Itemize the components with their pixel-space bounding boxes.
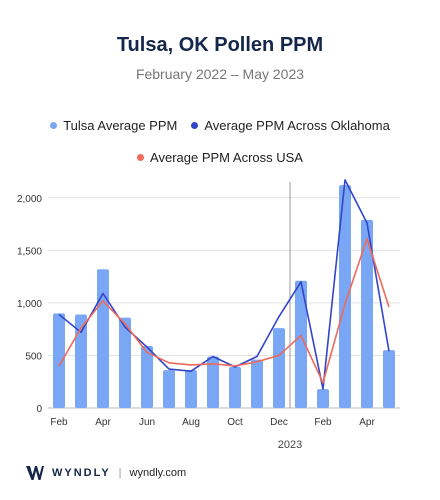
- series-line: [58, 179, 390, 390]
- y-tick-label: 1,500: [17, 246, 42, 257]
- legend-label-usa: Average PPM Across USA: [150, 149, 303, 165]
- pollen-chart: 0 500 1,000 1,500 2,000 Feb Apr Jun Aug Oct Dec Feb…: [17, 179, 400, 451]
- legend-label-tulsa: Tulsa Average PPM: [63, 117, 178, 133]
- x-tick-label: Feb: [50, 417, 68, 428]
- legend-label-oklahoma: Average PPM Across Oklahoma: [204, 117, 390, 133]
- wyndly-logo-icon: [26, 466, 44, 480]
- legend-item-oklahoma: Average PPM Across Oklahoma: [191, 117, 390, 133]
- chart-legend: Tulsa Average PPM Average PPM Across Okl…: [0, 116, 440, 180]
- y-tick-label: 0: [36, 404, 42, 415]
- legend-item-tulsa: Tulsa Average PPM: [50, 118, 177, 133]
- y-tick-label: 2,000: [17, 194, 42, 205]
- x-tick-label: Aug: [182, 417, 200, 428]
- legend-swatch-oklahoma: [191, 121, 199, 129]
- bar: [317, 389, 329, 408]
- bar: [119, 317, 131, 408]
- bar: [75, 314, 87, 408]
- x-tick-label: Oct: [227, 417, 243, 428]
- bar: [97, 269, 109, 408]
- bar: [229, 367, 241, 408]
- x-tick-label: Feb: [314, 417, 332, 428]
- bar: [185, 370, 197, 408]
- bar: [163, 370, 175, 408]
- footer: WYNDLY | wyndly.com: [26, 463, 186, 483]
- x-tick-label: Jun: [139, 417, 155, 428]
- bar: [207, 356, 219, 408]
- footer-brand: WYNDLY: [52, 467, 111, 479]
- y-tick-label: 1,000: [17, 299, 42, 310]
- chart-title: Tulsa, OK Pollen PPM: [116, 34, 324, 56]
- chart-subtitle: February 2022 – May 2023: [135, 66, 305, 82]
- bar: [383, 350, 395, 408]
- bar: [295, 280, 307, 408]
- bar: [141, 345, 153, 408]
- bar: [361, 219, 373, 408]
- legend-swatch-usa: [137, 153, 145, 161]
- x-tick-label: Dec: [270, 417, 288, 428]
- y-tick-label: 500: [25, 351, 42, 362]
- bar: [339, 185, 351, 408]
- legend-swatch-tulsa: [50, 121, 58, 129]
- year-label: 2023: [278, 439, 302, 451]
- legend-item-usa: Average PPM Across USA: [137, 150, 303, 165]
- bar: [273, 328, 285, 408]
- footer-separator: |: [118, 467, 122, 479]
- footer-url[interactable]: wyndly.com: [129, 467, 187, 479]
- bar: [53, 313, 65, 408]
- x-tick-label: Apr: [359, 417, 375, 428]
- x-tick-label: Apr: [95, 417, 111, 428]
- bar: [251, 359, 263, 408]
- series-line: [58, 237, 390, 384]
